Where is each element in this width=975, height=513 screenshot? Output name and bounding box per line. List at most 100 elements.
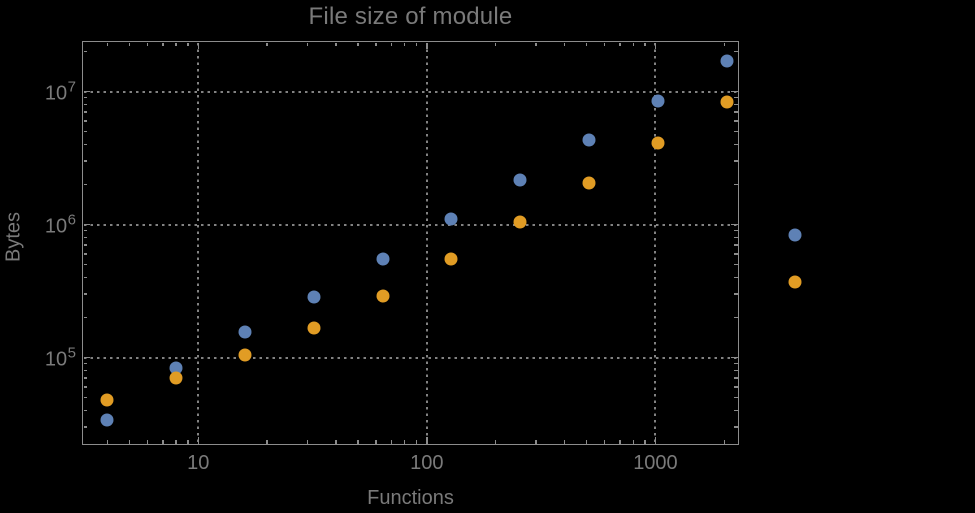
y-minor-tick (734, 276, 738, 279)
y-tick-label: 107 (44, 78, 76, 104)
y-minor-tick (83, 111, 87, 113)
y-minor-tick (83, 362, 87, 365)
y-minor-tick (83, 103, 87, 106)
x-minor-tick (632, 42, 635, 46)
y-minor-tick (734, 253, 738, 255)
y-minor-tick (734, 377, 738, 379)
point-series-1-blue (444, 212, 458, 226)
point-series-2-orange (720, 95, 734, 109)
x-minor-tick (375, 440, 377, 444)
y-minor-tick (734, 236, 738, 239)
y-tick-label: 106 (44, 211, 76, 237)
x-minor-tick (415, 440, 418, 444)
y-minor-tick (83, 96, 87, 99)
point-series-1-blue (100, 413, 114, 427)
x-gridline (197, 43, 200, 443)
point-series-2-orange (307, 321, 321, 335)
point-series-1-blue (582, 133, 596, 146)
x-minor-tick (390, 42, 393, 46)
x-minor-tick (162, 440, 164, 444)
y-major-tick (731, 356, 738, 359)
x-axis-title: Functions (367, 487, 454, 509)
x-major-tick (654, 437, 657, 444)
x-minor-tick (357, 440, 359, 444)
point-series-2-orange (651, 136, 665, 149)
x-minor-tick (128, 42, 131, 46)
y-minor-tick (734, 426, 738, 428)
point-series-1-blue (169, 361, 183, 375)
x-major-tick (654, 42, 657, 49)
y-minor-tick (83, 293, 87, 295)
y-minor-tick (734, 50, 738, 53)
x-minor-tick (403, 440, 406, 444)
y-minor-tick (734, 160, 738, 162)
y-minor-tick (734, 362, 738, 365)
x-minor-tick (644, 42, 646, 46)
y-minor-tick (734, 316, 738, 319)
y-minor-tick (83, 316, 87, 319)
y-minor-tick (83, 244, 87, 246)
y-minor-tick (83, 369, 87, 372)
y-minor-tick (734, 293, 738, 295)
plot-area (82, 41, 739, 445)
y-major-tick (83, 223, 90, 226)
x-minor-tick (106, 440, 109, 444)
y-minor-tick (734, 263, 738, 266)
y-major-tick (731, 223, 738, 226)
point-series-2-orange (788, 275, 802, 289)
x-gridline (654, 43, 657, 443)
x-minor-tick (535, 440, 537, 444)
point-series-2-orange (582, 176, 596, 190)
x-minor-tick (494, 42, 497, 46)
x-minor-tick (563, 42, 566, 46)
y-tick-label: 105 (44, 344, 76, 370)
point-series-1-blue (307, 290, 321, 304)
point-series-2-orange (169, 371, 183, 385)
x-minor-tick (619, 42, 621, 46)
x-minor-tick (306, 440, 309, 444)
y-minor-tick (83, 276, 87, 279)
y-minor-tick (83, 120, 87, 122)
point-series-1-blue (513, 173, 527, 187)
x-minor-tick (175, 42, 177, 46)
point-series-2-orange (376, 289, 390, 303)
point-series-1-blue (651, 94, 665, 108)
y-minor-tick (83, 130, 87, 133)
y-minor-tick (83, 253, 87, 255)
x-minor-tick (375, 42, 377, 46)
x-minor-tick (723, 440, 725, 444)
y-minor-tick (83, 409, 87, 412)
x-minor-tick (585, 42, 588, 46)
point-series-1-blue (238, 325, 252, 339)
x-minor-tick (494, 440, 497, 444)
x-major-tick (197, 42, 200, 49)
x-minor-tick (266, 42, 268, 46)
y-major-tick (83, 90, 90, 93)
y-minor-tick (83, 143, 87, 146)
point-series-2-orange (513, 215, 527, 229)
y-gridline (84, 90, 737, 93)
y-minor-tick (734, 183, 738, 186)
x-minor-tick (187, 42, 189, 46)
x-minor-tick (585, 440, 588, 444)
y-minor-tick (734, 369, 738, 372)
x-minor-tick (266, 440, 268, 444)
y-minor-tick (734, 120, 738, 122)
x-minor-tick (162, 42, 164, 46)
y-major-tick (731, 90, 738, 93)
y-major-tick (83, 356, 90, 359)
point-series-2-orange (444, 252, 458, 266)
x-minor-tick (619, 440, 621, 444)
y-minor-tick (83, 236, 87, 239)
y-minor-tick (83, 396, 87, 399)
x-minor-tick (603, 42, 606, 46)
x-minor-tick (146, 42, 149, 46)
x-minor-tick (175, 440, 177, 444)
y-gridline (84, 223, 737, 226)
x-tick-label: 100 (410, 452, 444, 474)
x-tick-label: 1000 (633, 452, 678, 474)
y-minor-tick (83, 50, 87, 53)
x-minor-tick (403, 42, 406, 46)
point-series-2-orange (238, 348, 252, 362)
